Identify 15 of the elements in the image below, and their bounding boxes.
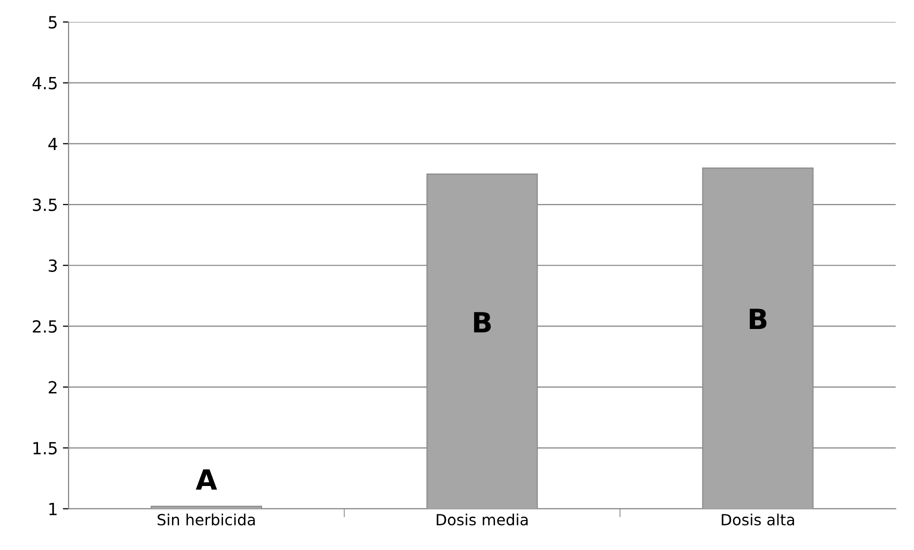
annotation: B [750,308,766,330]
y-tick-label: 2.5 [32,320,57,333]
y-tick-label: 3.5 [32,198,57,212]
annotation: A [196,469,218,490]
y-tick-label: 3 [48,259,57,272]
y-tick-label: 5 [48,16,57,29]
x-tick-label: Sin herbicida [158,514,255,526]
y-tick-label: 4 [48,138,58,150]
annotation: B [474,312,491,332]
y-tick-label: 1 [49,502,57,516]
y-tick-label: 2 [48,381,56,394]
y-tick-label: 1.5 [33,442,57,454]
x-tick-label: Dosis media [436,514,528,526]
y-tick-label: 4.5 [32,77,57,90]
x-tick-label: Dosis alta [722,514,794,526]
